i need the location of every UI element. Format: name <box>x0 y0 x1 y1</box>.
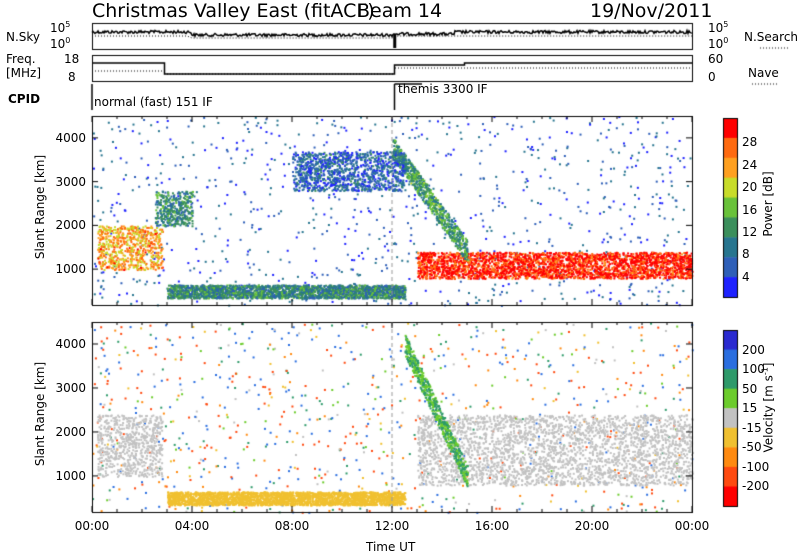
colorbar-tick-1-3: 15 <box>742 401 758 416</box>
nsky-tick-bottom: 100 <box>50 36 71 51</box>
nsearch-tick-bottom: 100 <box>708 36 729 51</box>
power-colorbar-label: Power [dB] <box>761 171 775 237</box>
y-tick-0-0: 4000 <box>55 130 86 145</box>
nsearch-tick-top: 105 <box>708 20 729 35</box>
time-tick-4: 16:00 <box>474 519 510 533</box>
freq-unit-label: [MHz] <box>6 66 42 80</box>
time-tick-2: 08:00 <box>274 519 310 533</box>
colorbar-tick-1-0: 200 <box>742 342 765 357</box>
y-tick-1-3: 1000 <box>55 468 86 483</box>
nsearch-label: N.Search <box>744 30 799 44</box>
y-tick-0-2: 2000 <box>55 218 86 233</box>
power-ylabel: Slant Range [km] <box>33 154 47 260</box>
colorbar-tick-0-3: 16 <box>742 202 758 217</box>
y-tick-1-1: 3000 <box>55 380 86 395</box>
time-tick-5: 20:00 <box>574 519 610 533</box>
freq-label: Freq. <box>6 52 36 66</box>
colorbar-tick-1-4: -15 <box>742 420 762 435</box>
velocity-ylabel: Slant Range [km] <box>33 361 47 467</box>
colorbar-tick-1-2: 50 <box>742 381 758 396</box>
y-tick-0-3: 1000 <box>55 262 86 277</box>
colorbar-tick-1-6: -100 <box>742 459 770 474</box>
freq-tick-top: 18 <box>64 52 80 66</box>
colorbar-tick-0-2: 20 <box>742 180 758 195</box>
nsky-tick-top: 105 <box>50 20 71 35</box>
time-tick-3: 12:00 <box>374 519 410 533</box>
y-tick-1-2: 2000 <box>55 424 86 439</box>
time-tick-6: 00:00 <box>674 519 710 533</box>
colorbar-tick-0-6: 4 <box>742 269 750 284</box>
colorbar-tick-1-7: -200 <box>742 479 770 494</box>
cpid-mode-2: themis 3300 IF <box>398 82 488 96</box>
time-tick-0: 00:00 <box>74 519 110 533</box>
time-xlabel: Time UT <box>366 540 416 554</box>
chart-title: Christmas Valley East (fitACF) <box>92 0 375 22</box>
y-tick-1-0: 4000 <box>55 336 86 351</box>
freq-tick-bottom: 8 <box>68 70 76 84</box>
cpid-label: CPID <box>8 92 41 106</box>
colorbar-tick-0-5: 8 <box>742 247 750 262</box>
colorbar-tick-0-1: 24 <box>742 157 758 172</box>
nave-tick-top: 60 <box>708 52 724 66</box>
nsky-label: N.Sky <box>6 30 41 44</box>
time-tick-1: 04:00 <box>174 519 210 533</box>
nave-label: Nave <box>748 66 779 80</box>
date-label: 19/Nov/2011 <box>590 0 713 22</box>
nave-tick-bottom: 0 <box>708 70 716 84</box>
colorbar-tick-0-4: 12 <box>742 224 758 239</box>
colorbar-tick-1-1: 100 <box>742 362 765 377</box>
colorbar-tick-1-5: -50 <box>742 440 762 455</box>
colorbar-tick-0-0: 28 <box>742 135 758 150</box>
cpid-mode-1: normal (fast) 151 IF <box>94 95 213 109</box>
y-tick-0-1: 3000 <box>55 174 86 189</box>
beam-label: Beam 14 <box>357 0 443 22</box>
velocity-colorbar-label: Velocity [m s-1] <box>760 362 776 453</box>
